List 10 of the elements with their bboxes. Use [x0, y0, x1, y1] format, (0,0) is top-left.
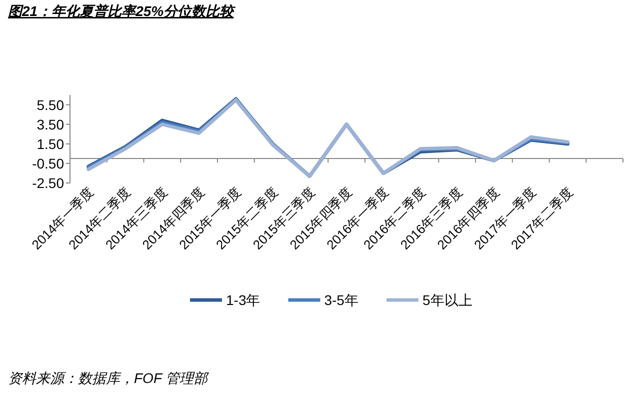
legend-label: 1-3年 [226, 292, 260, 308]
legend-label: 3-5年 [324, 292, 358, 308]
chart-title: 图21：年化夏普比率25%分位数比较 [8, 3, 237, 19]
text: 资料来源：数据库，FOF 管理部 [8, 370, 210, 386]
legend-label: 5年以上 [422, 292, 472, 308]
y-tick-label: 3.50 [36, 116, 64, 132]
y-tick-label: -0.50 [32, 155, 64, 172]
y-tick-label: 5.50 [36, 96, 64, 113]
y-tick-label: 1.50 [36, 136, 64, 152]
y-tick-label: -2.50 [32, 175, 64, 191]
